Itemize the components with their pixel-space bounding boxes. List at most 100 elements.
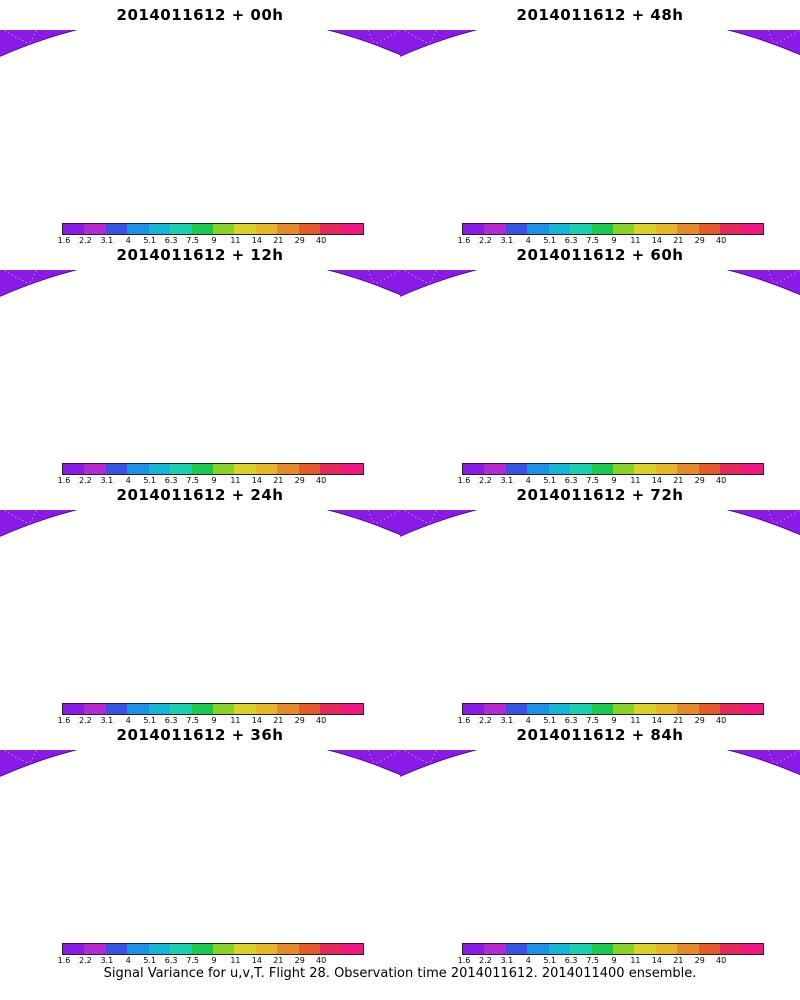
colorbar-swatch: [255, 944, 278, 954]
variance-contour: [690, 95, 770, 107]
variance-contour: [470, 550, 630, 587]
colorbar-swatch: [591, 944, 613, 954]
colorbar-swatch: [677, 944, 699, 954]
variance-contour: [570, 55, 710, 107]
colorbar-swatch: [320, 944, 342, 954]
latitude-line: [400, 765, 800, 827]
colorbar-swatch: [148, 704, 171, 714]
colorbar-tick-label: 29: [294, 236, 305, 245]
longitude-line: [255, 45, 280, 107]
panel-title: 2014011612 + 84h: [516, 726, 684, 744]
map-outline: [0, 30, 400, 57]
colorbar-swatch: [548, 944, 571, 954]
variance-contour: [470, 845, 570, 895]
variance-contour: [70, 365, 170, 415]
variance-map: [0, 30, 400, 188]
variance-contour: [640, 50, 760, 107]
variance-contour: [570, 860, 660, 920]
latitude-line: [0, 270, 400, 326]
variance-contour: [570, 380, 660, 440]
longitude-line: [49, 513, 96, 587]
colorbar-tick-label: 14: [251, 956, 262, 965]
variance-contour: [240, 50, 360, 107]
colorbar-swatch: [320, 704, 342, 714]
colorbar-tick-label: 40: [716, 716, 727, 725]
variance-contour: [640, 530, 760, 587]
colorbar-swatch: [655, 944, 678, 954]
colorbar-tick-label: 3.1: [500, 476, 514, 485]
forecast-panel: 2014011612 + 60h 1.6 2.2 3.1 4 5.1 6.3 7.5 9 11 14…: [400, 240, 800, 485]
colorbar-swatch: [655, 704, 678, 714]
longitude-line: [255, 525, 280, 587]
colorbar-tick-label: 5.1: [143, 956, 157, 965]
colorbar-tick-label: 1.6: [57, 956, 71, 965]
variance-contour: [290, 335, 370, 347]
colorbar-tick-label: 11: [230, 716, 241, 725]
longitude-line: [708, 753, 755, 827]
colorbar-tick-label: 9: [611, 716, 617, 725]
panel-title: 2014011612 + 60h: [516, 246, 684, 264]
colorbar-tick-label: 21: [673, 476, 684, 485]
colorbar-labels: 1.6 2.2 3.1 4 5.1 6.3 7.5 9 11 14 21 29 40: [452, 236, 772, 246]
colorbar-swatch: [63, 944, 85, 954]
colorbar-swatch: [591, 224, 613, 234]
latitude-line: [400, 798, 800, 827]
colorbar-swatch: [698, 944, 721, 954]
missing-data-region: [152, 172, 188, 188]
variance-contour: [290, 815, 370, 827]
variance-contour: [135, 315, 225, 347]
missing-data-region: [45, 297, 75, 313]
forecast-panel: 2014011612 + 36h 1.6 2.2 3.1 4 5.1 6.3 7.5 9 11 14…: [0, 720, 400, 965]
colorbar-tick-label: 4: [525, 236, 531, 245]
colorbar-swatch: [741, 224, 763, 234]
colorbar-swatch: [548, 704, 571, 714]
longitude-line: [708, 273, 755, 347]
colorbar-tick-label: 21: [273, 236, 284, 245]
longitude-line: [308, 273, 355, 347]
colorbar-swatch: [84, 944, 106, 954]
variance-contour: [400, 75, 540, 107]
missing-data-region: [270, 368, 330, 392]
colorbar-tick-label: 7.5: [186, 476, 199, 485]
variance-contour: [170, 55, 310, 107]
forecast-panel: 2014011612 + 48h 1.6 2.2 3.1 4 5.1 6.3 7.5 9 11 14…: [400, 0, 800, 245]
colorbar-tick-label: 29: [294, 956, 305, 965]
variance-contour: [70, 310, 230, 347]
variance-contour: [690, 815, 770, 827]
colorbar-swatch: [484, 704, 506, 714]
colorbar-swatch: [298, 704, 321, 714]
colorbar-tick-label: 4: [525, 956, 531, 965]
colorbar-tick-label: 9: [211, 956, 217, 965]
panel-title: 2014011612 + 24h: [116, 486, 284, 504]
variance-contour: [70, 845, 170, 895]
colorbar-swatch: [63, 464, 85, 474]
variance-contour: [535, 315, 625, 347]
colorbar-tick-label: 29: [694, 956, 705, 965]
colorbar-tick-label: 7.5: [586, 476, 599, 485]
colorbar-swatch: [234, 464, 256, 474]
longitude-line: [124, 525, 149, 587]
colorbar-swatch: [677, 224, 699, 234]
colorbar-swatch: [570, 464, 592, 474]
latitude-line: [400, 285, 800, 347]
colorbar-tick-label: 9: [211, 236, 217, 245]
colorbar-swatch: [298, 224, 321, 234]
variance-map: [400, 510, 800, 587]
colorbar-tick-label: 40: [316, 716, 327, 725]
colorbar-tick-label: 11: [630, 236, 641, 245]
colorbar-swatch: [463, 944, 485, 954]
colorbar-swatch: [634, 944, 656, 954]
colorbar-tick-label: 4: [125, 476, 131, 485]
colorbar-swatch: [84, 464, 106, 474]
colorbar-swatch: [212, 944, 235, 954]
colorbar-tick-label: 2.2: [79, 716, 92, 725]
colorbar-swatch: [720, 464, 742, 474]
colorbar-tick-label: 14: [251, 476, 262, 485]
missing-data-region: [152, 652, 188, 668]
colorbar-tick-label: 21: [273, 956, 284, 965]
missing-data-region: [270, 128, 330, 152]
colorbar-swatch: [191, 224, 213, 234]
colorbar-swatch: [570, 704, 592, 714]
colorbar-tick-label: 1.6: [457, 956, 471, 965]
colorbar-tick-label: 6.3: [564, 716, 578, 725]
